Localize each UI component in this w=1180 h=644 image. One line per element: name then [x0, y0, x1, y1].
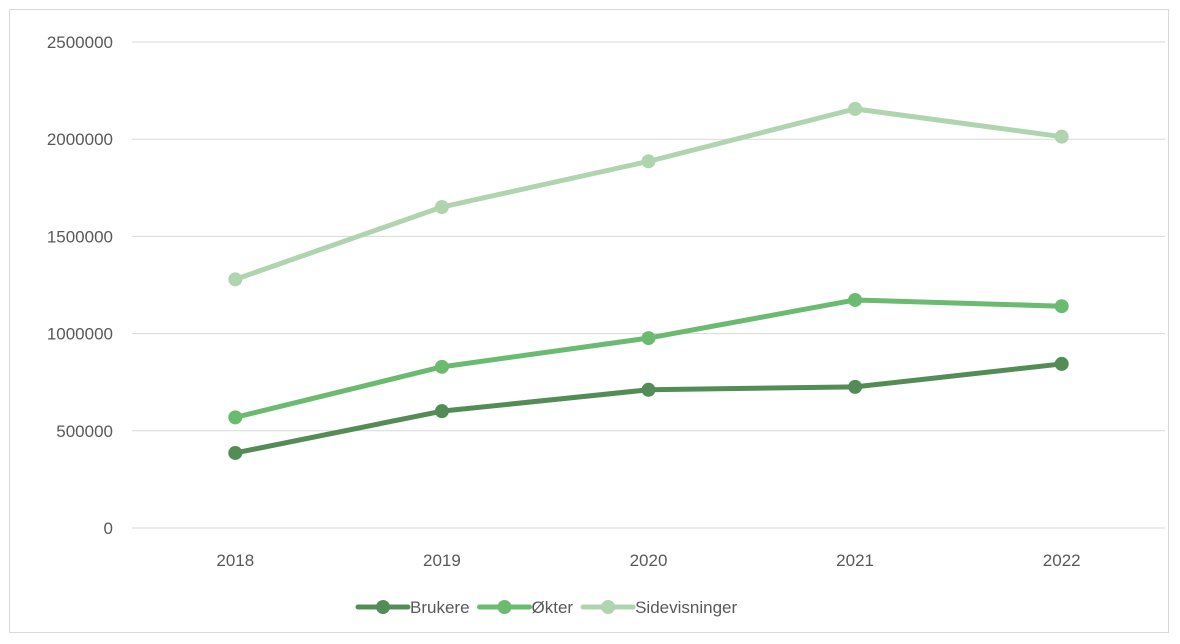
data-point: [848, 101, 863, 116]
y-tick-label: 2000000: [47, 130, 113, 149]
legend-label: Økter: [532, 598, 574, 617]
y-tick-label: 500000: [56, 422, 113, 441]
data-point: [434, 404, 449, 419]
y-tick-label: 1500000: [47, 227, 113, 246]
data-point: [1054, 356, 1069, 371]
x-tick-label: 2021: [836, 551, 874, 570]
legend: Brukere Økter Sidevisninger: [355, 598, 737, 617]
x-tick-label: 2018: [216, 551, 254, 570]
y-tick-label: 1000000: [47, 325, 113, 344]
data-point: [228, 410, 243, 425]
data-point: [641, 331, 656, 346]
data-point: [1054, 129, 1069, 144]
x-tick-label: 2019: [423, 551, 461, 570]
x-axis-ticks: 2018 2019 2020 2021 2022: [216, 551, 1080, 570]
legend-label: Brukere: [410, 598, 470, 617]
y-axis-ticks: 0 500000 1000000 1500000 2000000 2500000: [47, 33, 113, 538]
data-point: [434, 200, 449, 215]
legend-label: Sidevisninger: [635, 598, 737, 617]
legend-swatch-marker: [376, 600, 390, 614]
x-tick-label: 2020: [630, 551, 668, 570]
series-line-1: [232, 297, 1065, 420]
data-point: [848, 379, 863, 394]
y-tick-label: 0: [104, 519, 113, 538]
series-line-0: [232, 361, 1065, 456]
legend-swatch-marker: [601, 600, 616, 614]
series-line-2: [232, 106, 1065, 282]
data-point: [1054, 299, 1069, 314]
chart-area: [9, 9, 1169, 633]
data-point: [641, 154, 656, 169]
data-point: [228, 445, 243, 460]
data-point: [641, 382, 656, 397]
y-tick-label: 2500000: [47, 33, 113, 52]
data-point: [434, 359, 449, 374]
data-point: [228, 272, 243, 287]
legend-swatch-marker: [497, 600, 512, 614]
series-lines: [228, 101, 1069, 460]
x-tick-label: 2022: [1043, 551, 1081, 570]
data-point: [848, 292, 863, 307]
gridlines: [132, 41, 1165, 529]
